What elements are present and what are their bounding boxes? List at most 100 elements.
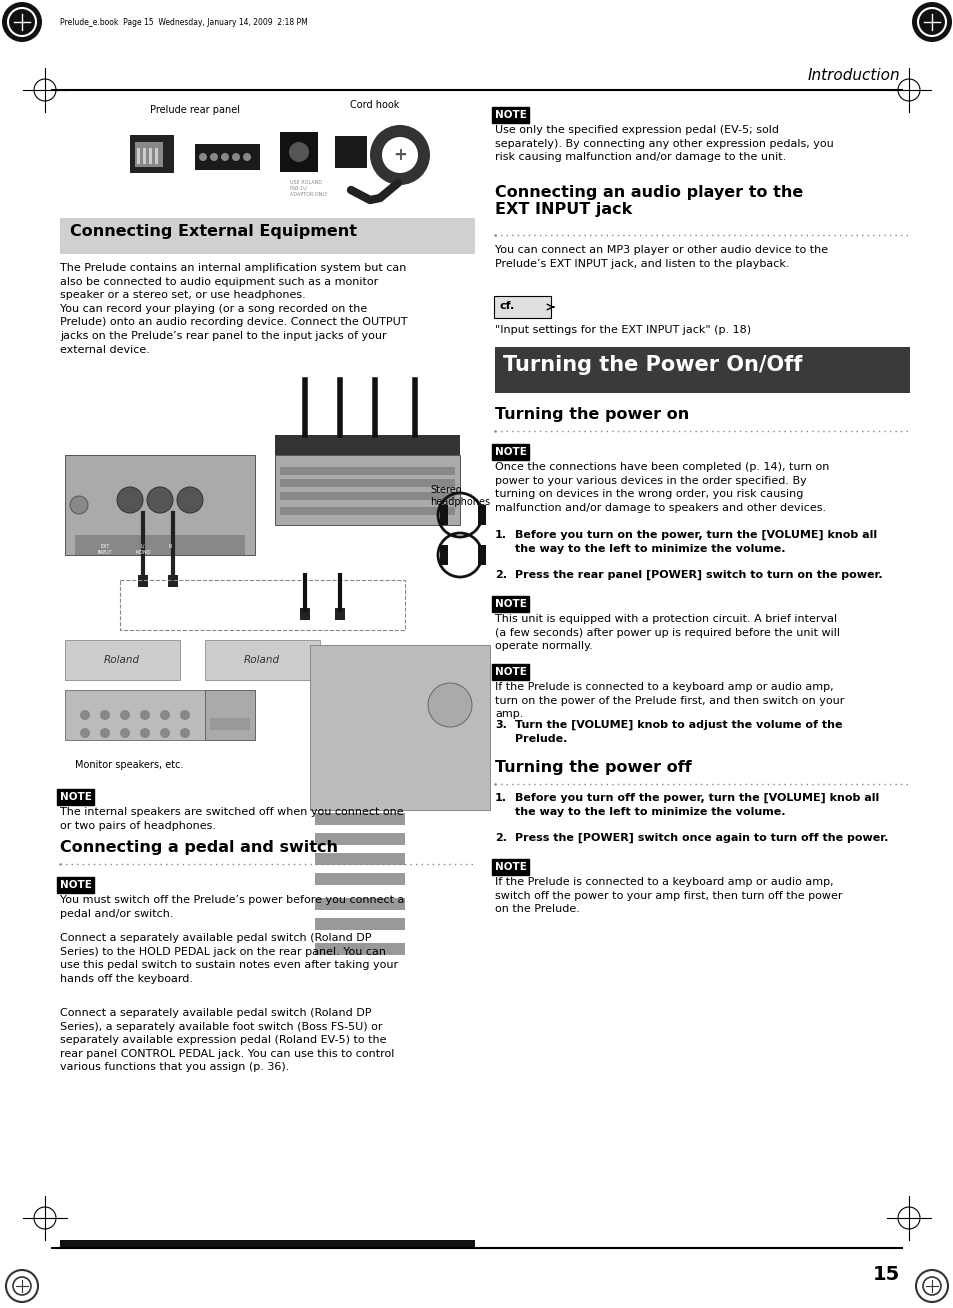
Text: Monitor speakers, etc.: Monitor speakers, etc. — [75, 760, 183, 770]
Text: L/
MONO: L/ MONO — [135, 544, 151, 555]
Text: USE ROLAND
PSB-1U
ADAPTOR ONLY: USE ROLAND PSB-1U ADAPTOR ONLY — [290, 181, 327, 196]
Circle shape — [428, 683, 472, 727]
Text: Connecting External Equipment: Connecting External Equipment — [70, 224, 356, 239]
Text: The internal speakers are switched off when you connect one
or two pairs of head: The internal speakers are switched off w… — [60, 807, 403, 831]
Bar — [210, 718, 250, 730]
Text: Introduction: Introduction — [806, 68, 899, 82]
Text: Connecting a pedal and switch: Connecting a pedal and switch — [60, 840, 337, 855]
Circle shape — [381, 137, 417, 173]
Text: The Prelude contains an internal amplification system but can
also be connected : The Prelude contains an internal amplifi… — [60, 263, 407, 354]
Text: R: R — [168, 544, 172, 549]
Bar — [439, 545, 448, 565]
Text: 1.: 1. — [495, 530, 506, 540]
Text: Press the rear panel [POWER] switch to turn on the power.: Press the rear panel [POWER] switch to t… — [515, 570, 882, 581]
Bar — [314, 899, 405, 910]
Text: Prelude_e.book  Page 15  Wednesday, January 14, 2009  2:18 PM: Prelude_e.book Page 15 Wednesday, Januar… — [60, 18, 308, 27]
Circle shape — [147, 487, 172, 513]
Text: NOTE: NOTE — [495, 110, 526, 120]
Bar — [314, 853, 405, 865]
Bar — [143, 148, 146, 164]
Bar — [314, 833, 405, 845]
Text: 2.: 2. — [495, 570, 506, 579]
Bar — [280, 467, 455, 475]
Text: You must switch off the Prelude’s power before you connect a
pedal and/or switch: You must switch off the Prelude’s power … — [60, 895, 404, 918]
Circle shape — [243, 153, 251, 161]
Bar — [280, 508, 455, 515]
Text: Press the [POWER] switch once again to turn off the power.: Press the [POWER] switch once again to t… — [515, 833, 887, 844]
Text: Before you turn off the power, turn the [VOLUME] knob all
the way to the left to: Before you turn off the power, turn the … — [515, 793, 879, 818]
Bar — [274, 455, 459, 525]
Text: Turn the [VOLUME] knob to adjust the volume of the
Prelude.: Turn the [VOLUME] knob to adjust the vol… — [515, 719, 841, 744]
Circle shape — [140, 710, 150, 719]
Circle shape — [80, 729, 90, 738]
Circle shape — [100, 710, 110, 719]
Text: Prelude rear panel: Prelude rear panel — [150, 105, 240, 115]
Bar — [65, 691, 254, 740]
Bar — [194, 144, 260, 170]
Circle shape — [289, 143, 309, 162]
Bar — [314, 943, 405, 955]
Text: 15: 15 — [872, 1265, 899, 1284]
Circle shape — [70, 496, 88, 514]
Circle shape — [210, 153, 218, 161]
Circle shape — [160, 729, 170, 738]
Text: +: + — [393, 146, 407, 164]
Text: Connect a separately available pedal switch (Roland DP
Series), a separately ava: Connect a separately available pedal swi… — [60, 1008, 394, 1073]
Circle shape — [180, 729, 190, 738]
Text: EXT
INPUT: EXT INPUT — [97, 544, 112, 555]
Text: NOTE: NOTE — [60, 793, 91, 802]
Circle shape — [911, 3, 951, 42]
Circle shape — [80, 710, 90, 719]
Bar — [65, 640, 180, 680]
Circle shape — [140, 729, 150, 738]
Bar — [75, 535, 245, 555]
Circle shape — [232, 153, 240, 161]
Bar — [135, 143, 163, 167]
Text: Cord hook: Cord hook — [350, 99, 399, 110]
Text: Connect a separately available pedal switch (Roland DP
Series) to the HOLD PEDAL: Connect a separately available pedal swi… — [60, 933, 397, 984]
Text: Roland: Roland — [104, 655, 140, 664]
Circle shape — [100, 729, 110, 738]
Text: Turning the power off: Turning the power off — [495, 760, 691, 776]
Text: Once the connections have been completed (p. 14), turn on
power to your various : Once the connections have been completed… — [495, 462, 828, 513]
Text: 3.: 3. — [495, 719, 506, 730]
Bar — [168, 576, 178, 587]
Text: NOTE: NOTE — [495, 599, 526, 610]
Text: NOTE: NOTE — [60, 880, 91, 889]
Bar — [314, 814, 405, 825]
Text: You can connect an MP3 player or other audio device to the
Prelude’s EXT INPUT j: You can connect an MP3 player or other a… — [495, 245, 827, 268]
Text: "Input settings for the EXT INPUT jack" (p. 18): "Input settings for the EXT INPUT jack" … — [495, 324, 750, 335]
Text: 1  PHONES 2: 1 PHONES 2 — [280, 456, 314, 462]
Text: Stereo
headphones: Stereo headphones — [430, 485, 490, 508]
Bar — [138, 576, 148, 587]
Bar — [154, 148, 158, 164]
Text: Turning the Power On/Off: Turning the Power On/Off — [502, 354, 801, 375]
Bar — [335, 608, 345, 620]
Circle shape — [370, 126, 430, 184]
Text: NOTE: NOTE — [495, 862, 526, 872]
Bar — [280, 492, 455, 500]
Text: Before you turn on the power, turn the [VOLUME] knob all
the way to the left to : Before you turn on the power, turn the [… — [515, 530, 876, 553]
Bar — [477, 505, 485, 525]
Circle shape — [177, 487, 203, 513]
Circle shape — [199, 153, 207, 161]
Circle shape — [6, 1270, 38, 1301]
Bar — [280, 479, 455, 487]
Bar — [310, 645, 490, 810]
Circle shape — [117, 487, 143, 513]
Text: Roland: Roland — [244, 655, 280, 664]
Circle shape — [120, 710, 130, 719]
Text: 1.: 1. — [495, 793, 506, 803]
Bar — [60, 218, 475, 254]
Circle shape — [221, 153, 229, 161]
Bar — [130, 135, 173, 173]
Circle shape — [915, 1270, 947, 1301]
Text: This unit is equipped with a protection circuit. A brief interval
(a few seconds: This unit is equipped with a protection … — [495, 613, 840, 651]
Bar — [335, 136, 367, 167]
FancyBboxPatch shape — [494, 296, 551, 318]
Text: Turning the power on: Turning the power on — [495, 407, 688, 422]
Bar — [205, 691, 254, 740]
Bar — [314, 918, 405, 930]
Bar — [299, 608, 310, 620]
Circle shape — [2, 3, 42, 42]
